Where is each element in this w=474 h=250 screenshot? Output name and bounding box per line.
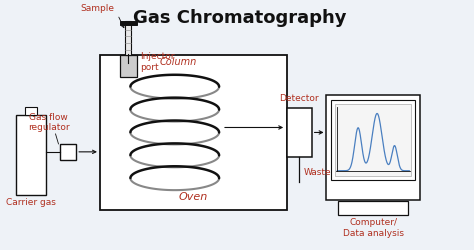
Bar [100, 56, 287, 210]
Text: Injector
port: Injector port [140, 52, 175, 72]
Bar [331, 100, 415, 180]
Bar [126, 20, 131, 56]
Text: Gas flow
regulator: Gas flow regulator [28, 112, 69, 132]
Text: Computer/
Data analysis: Computer/ Data analysis [343, 218, 404, 238]
Bar [16, 115, 46, 194]
Text: Sample: Sample [81, 4, 115, 13]
Bar [338, 200, 409, 216]
Bar [119, 56, 137, 77]
Text: Waste: Waste [303, 168, 331, 177]
Text: Column: Column [160, 57, 197, 67]
Bar [119, 20, 137, 24]
Text: Gas Chromatography: Gas Chromatography [133, 9, 346, 27]
Bar [25, 107, 37, 115]
Bar [61, 144, 76, 160]
Text: Oven: Oven [179, 192, 208, 202]
Bar [336, 104, 411, 176]
Text: Carrier gas: Carrier gas [6, 198, 56, 206]
Bar [327, 95, 420, 200]
Bar [287, 108, 312, 157]
Text: Detector: Detector [280, 94, 319, 102]
